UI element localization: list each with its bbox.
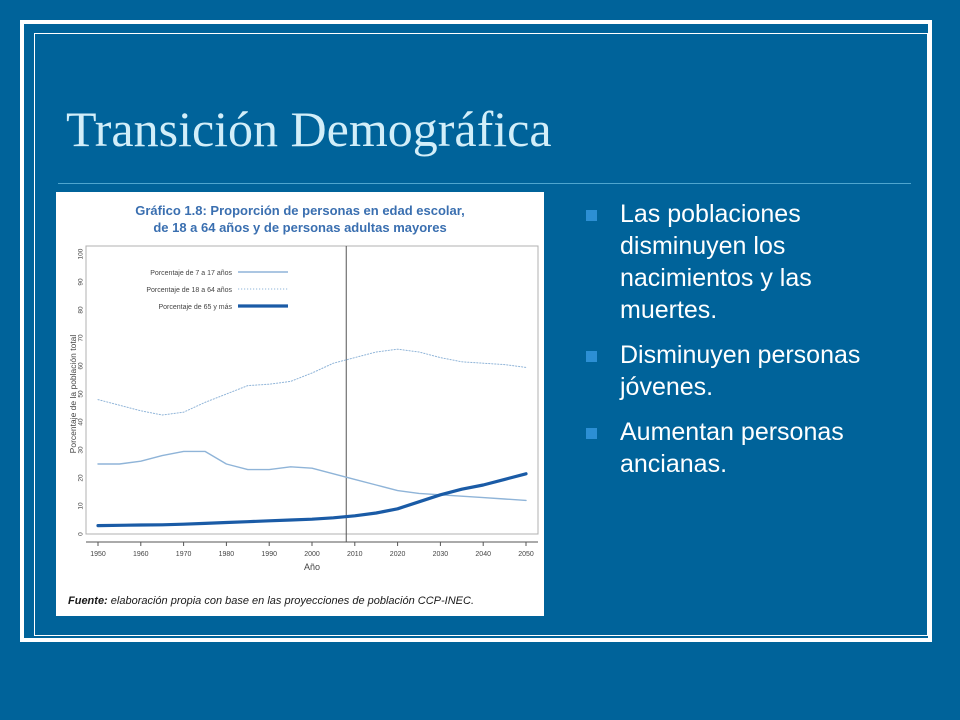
- y-tick-label: 90: [78, 278, 85, 286]
- y-tick-label: 30: [78, 446, 85, 454]
- y-tick-label: 10: [78, 502, 85, 510]
- series-line-2: [97, 348, 527, 416]
- chart-title-line-2: de 18 a 64 años y de personas adultas ma…: [153, 220, 447, 235]
- legend-label: Porcentaje de 18 a 64 años: [146, 287, 232, 294]
- bullet-text: Aumentan personas ancianas.: [620, 418, 844, 478]
- bullet-text: Disminuyen personas jóvenes.: [620, 341, 861, 401]
- legend-label: Porcentaje de 65 y más: [158, 304, 232, 311]
- y-tick-label: 0: [78, 532, 85, 536]
- legend-label: Porcentaje de 7 a 17 años: [150, 270, 232, 277]
- slide-title: Transición Demográfica: [66, 101, 552, 157]
- y-tick-label: 100: [78, 248, 85, 259]
- square-bullet-icon: [586, 428, 597, 439]
- chart-figure: Gráfico 1.8: Proporción de personas en e…: [56, 192, 544, 616]
- x-tick-label: 2040: [475, 551, 491, 558]
- title-divider: [58, 183, 911, 184]
- x-tick-label: 2020: [390, 551, 406, 558]
- bullet-item: Disminuyen personas jóvenes.: [584, 339, 914, 403]
- bullet-list: Las poblaciones disminuyen los nacimient…: [584, 198, 914, 493]
- x-tick-label: 2000: [304, 551, 320, 558]
- series-line-1: [97, 450, 527, 502]
- y-tick-label: 50: [78, 390, 85, 398]
- x-tick-label: 1950: [90, 551, 106, 558]
- chart-title: Gráfico 1.8: Proporción de personas en e…: [56, 202, 544, 236]
- y-axis-label: Porcentaje de la población total: [68, 335, 78, 454]
- x-axis-label: Año: [304, 562, 320, 572]
- square-bullet-icon: [586, 210, 597, 221]
- chart-source-text: elaboración propia con base en las proye…: [107, 595, 474, 607]
- x-tick-label: 1970: [176, 551, 192, 558]
- bullet-item: Las poblaciones disminuyen los nacimient…: [584, 198, 914, 326]
- bullet-item: Aumentan personas ancianas.: [584, 416, 914, 480]
- x-tick-label: 1990: [261, 551, 277, 558]
- x-tick-label: 2050: [518, 551, 534, 558]
- y-tick-label: 40: [78, 418, 85, 426]
- y-tick-label: 60: [78, 362, 85, 370]
- plot-border: [85, 245, 539, 535]
- square-bullet-icon: [586, 351, 597, 362]
- chart-title-line-1: Gráfico 1.8: Proporción de personas en e…: [135, 203, 465, 218]
- x-tick-label: 2030: [433, 551, 449, 558]
- chart-source: Fuente: elaboración propia con base en l…: [68, 595, 474, 607]
- series-line-3: [96, 472, 528, 528]
- y-tick-label: 20: [78, 474, 85, 482]
- y-tick-label: 80: [78, 306, 85, 314]
- bullet-text: Las poblaciones disminuyen los nacimient…: [620, 200, 812, 324]
- chart-source-label: Fuente:: [68, 595, 108, 607]
- x-tick-label: 1980: [219, 551, 235, 558]
- y-tick-label: 70: [78, 334, 85, 342]
- line-chart: 1950 1960 1970 1980 1990 2000 2010 2020 2030 2040…: [68, 245, 539, 572]
- slide-frame-outer: [20, 20, 932, 642]
- x-tick-label: 1960: [133, 551, 149, 558]
- x-tick-label: 2010: [347, 551, 363, 558]
- slide-frame-inner: [34, 33, 928, 636]
